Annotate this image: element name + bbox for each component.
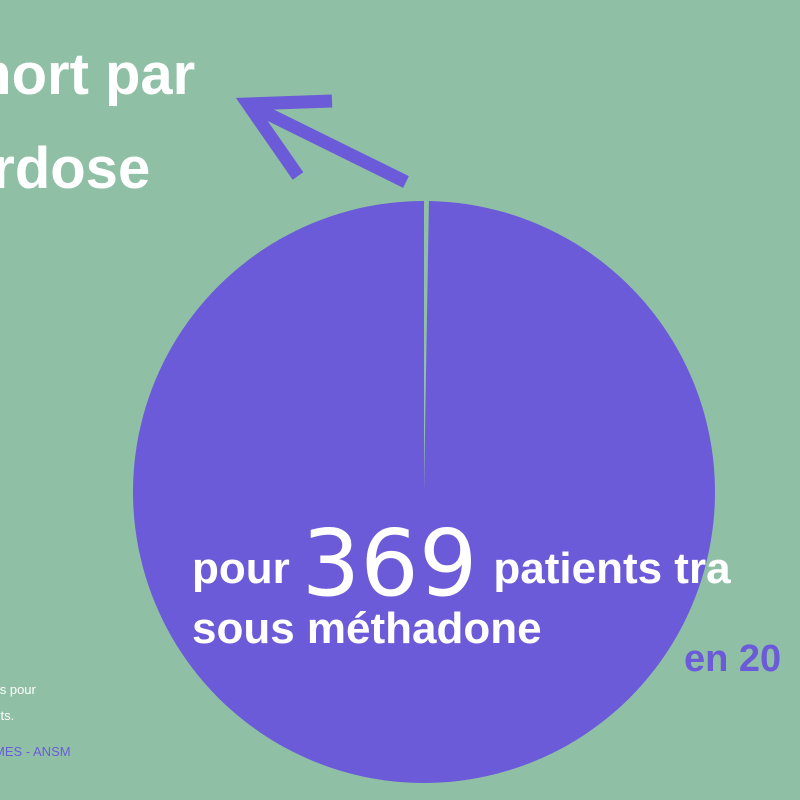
arrow-shaft [245, 98, 409, 188]
source-credit: MES - ANSM [0, 744, 71, 759]
ratio-line-2: sous méthadone [192, 604, 542, 653]
pie-slice-0 [424, 201, 429, 492]
footnote-line-2: ents. [0, 708, 15, 723]
arrow-head [235, 94, 333, 180]
footnote-line-1: cès pour [0, 682, 36, 697]
ratio-suffix: patients tra [493, 544, 731, 593]
pie-slices [132, 201, 715, 784]
headline-line-1: mort par [0, 42, 196, 107]
pie-slice-1 [132, 201, 715, 784]
headline-line-2: erdose [0, 136, 151, 201]
ratio-line-1: pour 369 patients tra [192, 510, 731, 617]
patient-count: 369 [301, 510, 478, 617]
year-label: en 20 [684, 638, 782, 680]
ratio-prefix: pour [192, 544, 290, 593]
pointer-arrow [235, 94, 409, 188]
